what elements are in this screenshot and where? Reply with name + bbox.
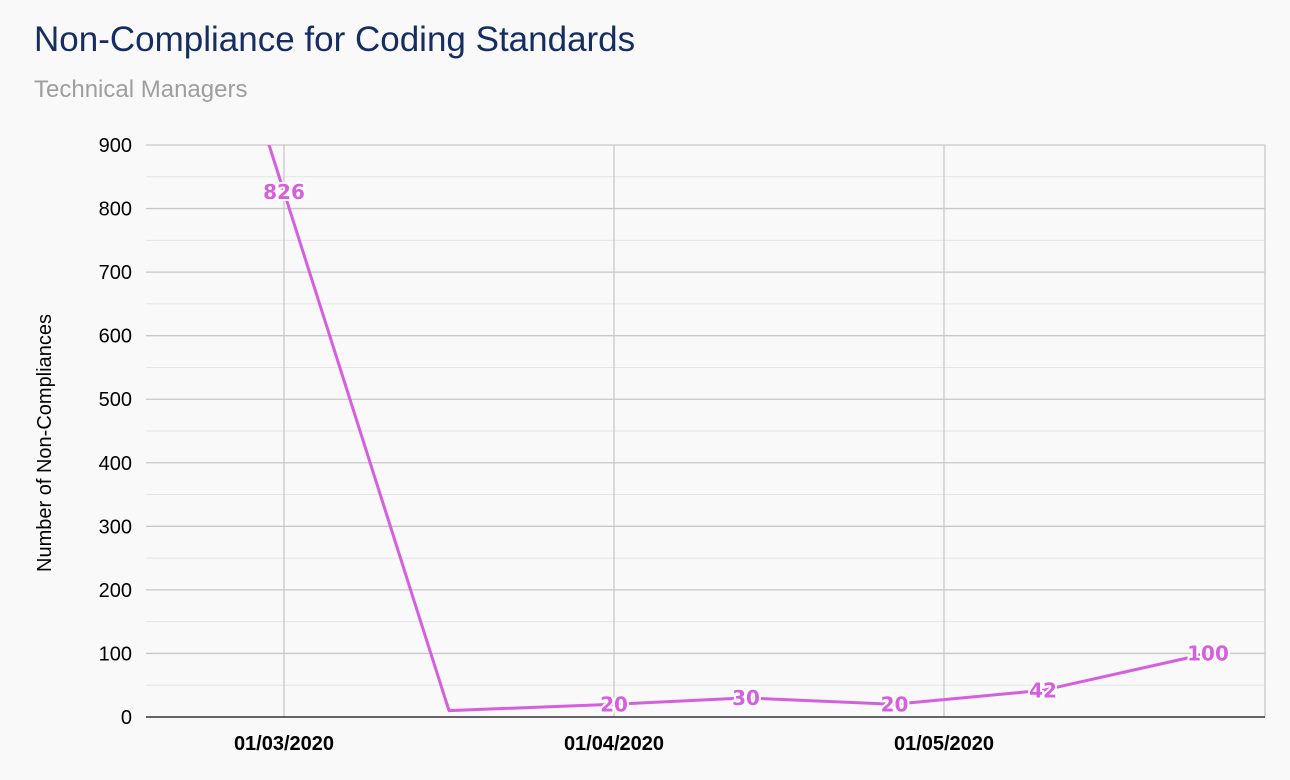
data-label: 42 — [1029, 678, 1057, 702]
series-line — [267, 145, 1210, 713]
y-tick-label: 100 — [99, 643, 132, 665]
data-label: 100 — [1187, 641, 1229, 665]
chart-subtitle: Technical Managers — [34, 76, 248, 103]
data-label: 20 — [881, 692, 909, 716]
x-tick-label: 01/03/2020 — [234, 733, 334, 755]
y-tick-label: 700 — [99, 262, 132, 284]
chart-title: Non-Compliance for Coding Standards — [34, 20, 636, 59]
y-tick-label: 800 — [99, 199, 132, 221]
data-label: 20 — [600, 692, 628, 716]
axes: 0 100 200 300 400 500 600 700 800 900 01/03/2020 01… — [99, 135, 1265, 755]
y-tick-label: 600 — [99, 326, 132, 348]
y-tick-label: 300 — [99, 516, 132, 538]
y-tick-label: 400 — [99, 453, 132, 475]
y-tick-label: 200 — [99, 580, 132, 602]
data-label: 30 — [732, 686, 760, 710]
y-axis-title: Number of Non-Compliances — [34, 314, 56, 572]
y-tick-label: 0 — [121, 707, 132, 729]
data-label: 826 — [263, 180, 305, 204]
y-tick-label: 500 — [99, 389, 132, 411]
x-tick-label: 01/05/2020 — [894, 733, 994, 755]
x-tick-label: 01/04/2020 — [564, 733, 664, 755]
grid-lines — [146, 144, 1266, 717]
y-tick-label: 900 — [99, 135, 132, 157]
data-labels: 826 20 30 20 42 100 — [261, 178, 1231, 718]
series — [267, 145, 1210, 713]
